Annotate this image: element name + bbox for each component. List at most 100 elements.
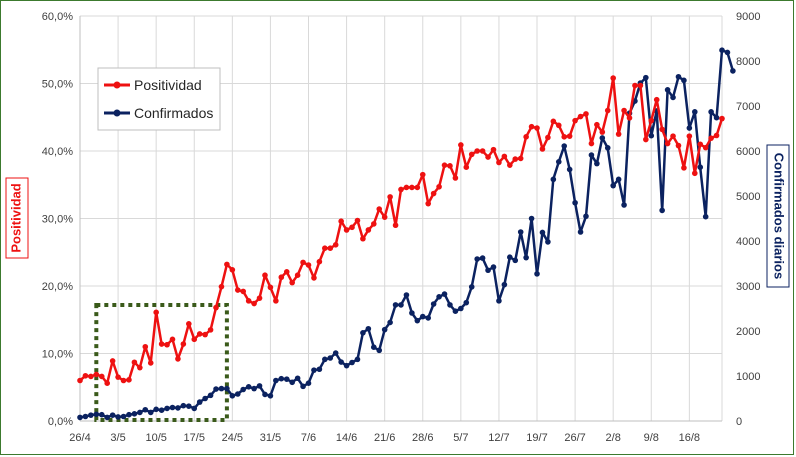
positividad-point <box>343 227 350 233</box>
confirmados-point <box>572 199 578 206</box>
x-tick-label: 7/6 <box>301 432 316 444</box>
positividad-point <box>534 125 540 131</box>
positividad-point <box>512 156 519 162</box>
positividad-point <box>278 274 285 281</box>
positividad-point <box>142 343 149 350</box>
confirmados-point <box>283 376 290 382</box>
right-tick-label: 0 <box>736 416 742 428</box>
confirmados-point <box>708 109 714 115</box>
right-tick-label: 4000 <box>736 236 760 248</box>
right-tick-label: 9000 <box>736 11 760 23</box>
confirmados-point <box>376 347 383 354</box>
confirmados-point <box>702 213 709 220</box>
positividad-point <box>224 261 230 268</box>
right-axis-title: Confirmados diarios <box>772 153 787 279</box>
positividad-point <box>425 200 432 207</box>
x-tick-label: 9/8 <box>644 432 659 444</box>
confirmados-point <box>273 377 279 384</box>
positividad-point <box>555 122 562 129</box>
x-tick-label: 16/8 <box>679 432 700 444</box>
highlight-box <box>94 303 229 422</box>
positividad-point <box>147 360 154 366</box>
positividad-point <box>316 258 323 265</box>
highlight-box-layer <box>94 303 229 422</box>
positividad-point <box>468 151 475 158</box>
confirmados-point <box>523 254 529 261</box>
legend-box <box>97 67 221 131</box>
positividad-point <box>675 142 682 149</box>
positividad-point <box>175 356 181 362</box>
positividad-point <box>387 194 393 200</box>
legend-marker-confirmados <box>113 109 121 117</box>
left-tick-label: 20,0% <box>42 281 73 293</box>
legend-marker-positividad <box>113 81 121 89</box>
confirmados-point <box>186 403 192 409</box>
positividad-point <box>702 144 709 151</box>
confirmados-point <box>262 391 268 398</box>
positividad-point <box>681 165 687 171</box>
x-tick-label: 31/5 <box>260 432 281 444</box>
positividad-point <box>523 134 529 140</box>
positividad-point <box>686 133 693 139</box>
positividad-point <box>311 275 317 281</box>
right-axis-title-group: Confirmados diarios <box>766 144 790 288</box>
x-tick-label: 17/5 <box>184 432 205 444</box>
positividad-point <box>104 380 111 387</box>
positividad-point <box>414 184 421 191</box>
confirmados-point <box>604 145 611 151</box>
confirmados-point <box>196 399 203 405</box>
confirmados-point <box>109 412 116 418</box>
confirmados-point <box>436 294 442 300</box>
legend: Positividad Confirmados <box>97 67 221 131</box>
confirmados-point <box>202 395 208 402</box>
confirmados-point <box>409 310 415 316</box>
positividad-point <box>327 245 334 251</box>
positividad-point <box>697 141 704 148</box>
right-tick-label: 1000 <box>736 371 760 383</box>
confirmados-point <box>164 405 170 412</box>
positividad-point <box>691 170 698 177</box>
confirmados-point <box>327 355 334 361</box>
confirmados-point <box>724 49 731 56</box>
x-axis-ticks: 26/4 3/5 10/5 17/5 24/5 31/5 7/6 14/6 21/6 28/6 5/… <box>69 432 700 444</box>
confirmados-point <box>697 164 704 170</box>
confirmados-point <box>615 176 622 183</box>
confirmados-point <box>719 47 725 53</box>
confirmados-point <box>447 302 453 308</box>
confirmados-point <box>659 207 665 214</box>
confirmados-point <box>158 407 165 414</box>
positividad-point <box>441 162 448 168</box>
positividad-point <box>517 155 524 162</box>
positividad-point <box>436 183 442 190</box>
positividad-point <box>577 113 584 120</box>
positividad-point <box>648 117 655 124</box>
positividad-point <box>229 267 236 273</box>
confirmados-point <box>300 383 306 390</box>
confirmados-point <box>452 308 459 315</box>
positividad-point <box>670 133 676 139</box>
positividad-point <box>158 341 165 347</box>
positividad-point <box>604 107 611 114</box>
positividad-point <box>452 175 459 181</box>
positividad-point <box>338 218 344 224</box>
confirmados-point <box>213 386 219 392</box>
confirmados-point <box>539 229 546 236</box>
x-tick-label: 26/7 <box>564 432 585 444</box>
confirmados-point <box>713 114 720 121</box>
positividad-point <box>88 373 94 380</box>
right-tick-label: 7000 <box>736 101 760 113</box>
confirmados-point <box>338 359 344 365</box>
positividad-point <box>77 377 83 384</box>
confirmados-point <box>588 152 595 158</box>
confirmados-point <box>479 255 486 261</box>
positividad-point <box>566 133 573 139</box>
positividad-point <box>186 321 192 327</box>
confirmados-point <box>534 271 540 277</box>
positividad-point <box>273 298 279 304</box>
confirmados-point <box>360 330 366 336</box>
positividad-point <box>507 162 513 168</box>
positividad-point <box>164 341 170 348</box>
positividad-point <box>289 279 295 286</box>
